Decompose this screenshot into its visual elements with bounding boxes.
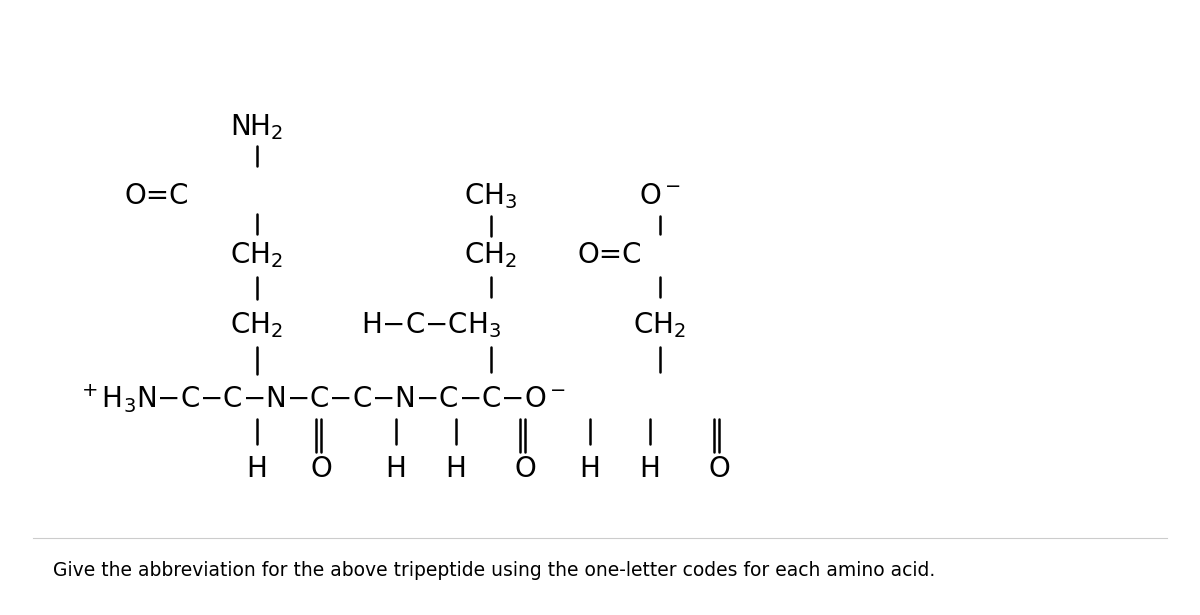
Text: O$^-$: O$^-$ — [638, 182, 680, 210]
Text: CH$_2$: CH$_2$ — [634, 310, 686, 339]
Text: CH$_2$: CH$_2$ — [464, 240, 517, 271]
Text: O: O — [708, 454, 731, 483]
Text: CH$_3$: CH$_3$ — [464, 181, 517, 211]
Text: NH$_2$: NH$_2$ — [230, 112, 283, 141]
Text: CH$_2$: CH$_2$ — [230, 310, 283, 339]
Text: $^+$H$_3$N−C−C−N−C−C−N−C−C−O$^-$: $^+$H$_3$N−C−C−N−C−C−N−C−C−O$^-$ — [78, 383, 566, 416]
Text: H: H — [445, 454, 466, 483]
Text: H: H — [640, 454, 660, 483]
Text: H−C−CH$_3$: H−C−CH$_3$ — [361, 310, 500, 339]
Text: O=C: O=C — [125, 182, 190, 210]
Text: O: O — [311, 454, 332, 483]
Text: O=C: O=C — [577, 242, 642, 269]
Text: H: H — [580, 454, 600, 483]
Text: CH$_2$: CH$_2$ — [230, 240, 283, 271]
Text: H: H — [385, 454, 407, 483]
Text: O: O — [515, 454, 536, 483]
Text: Give the abbreviation for the above tripeptide using the one-letter codes for ea: Give the abbreviation for the above trip… — [53, 561, 935, 580]
Text: H: H — [246, 454, 268, 483]
